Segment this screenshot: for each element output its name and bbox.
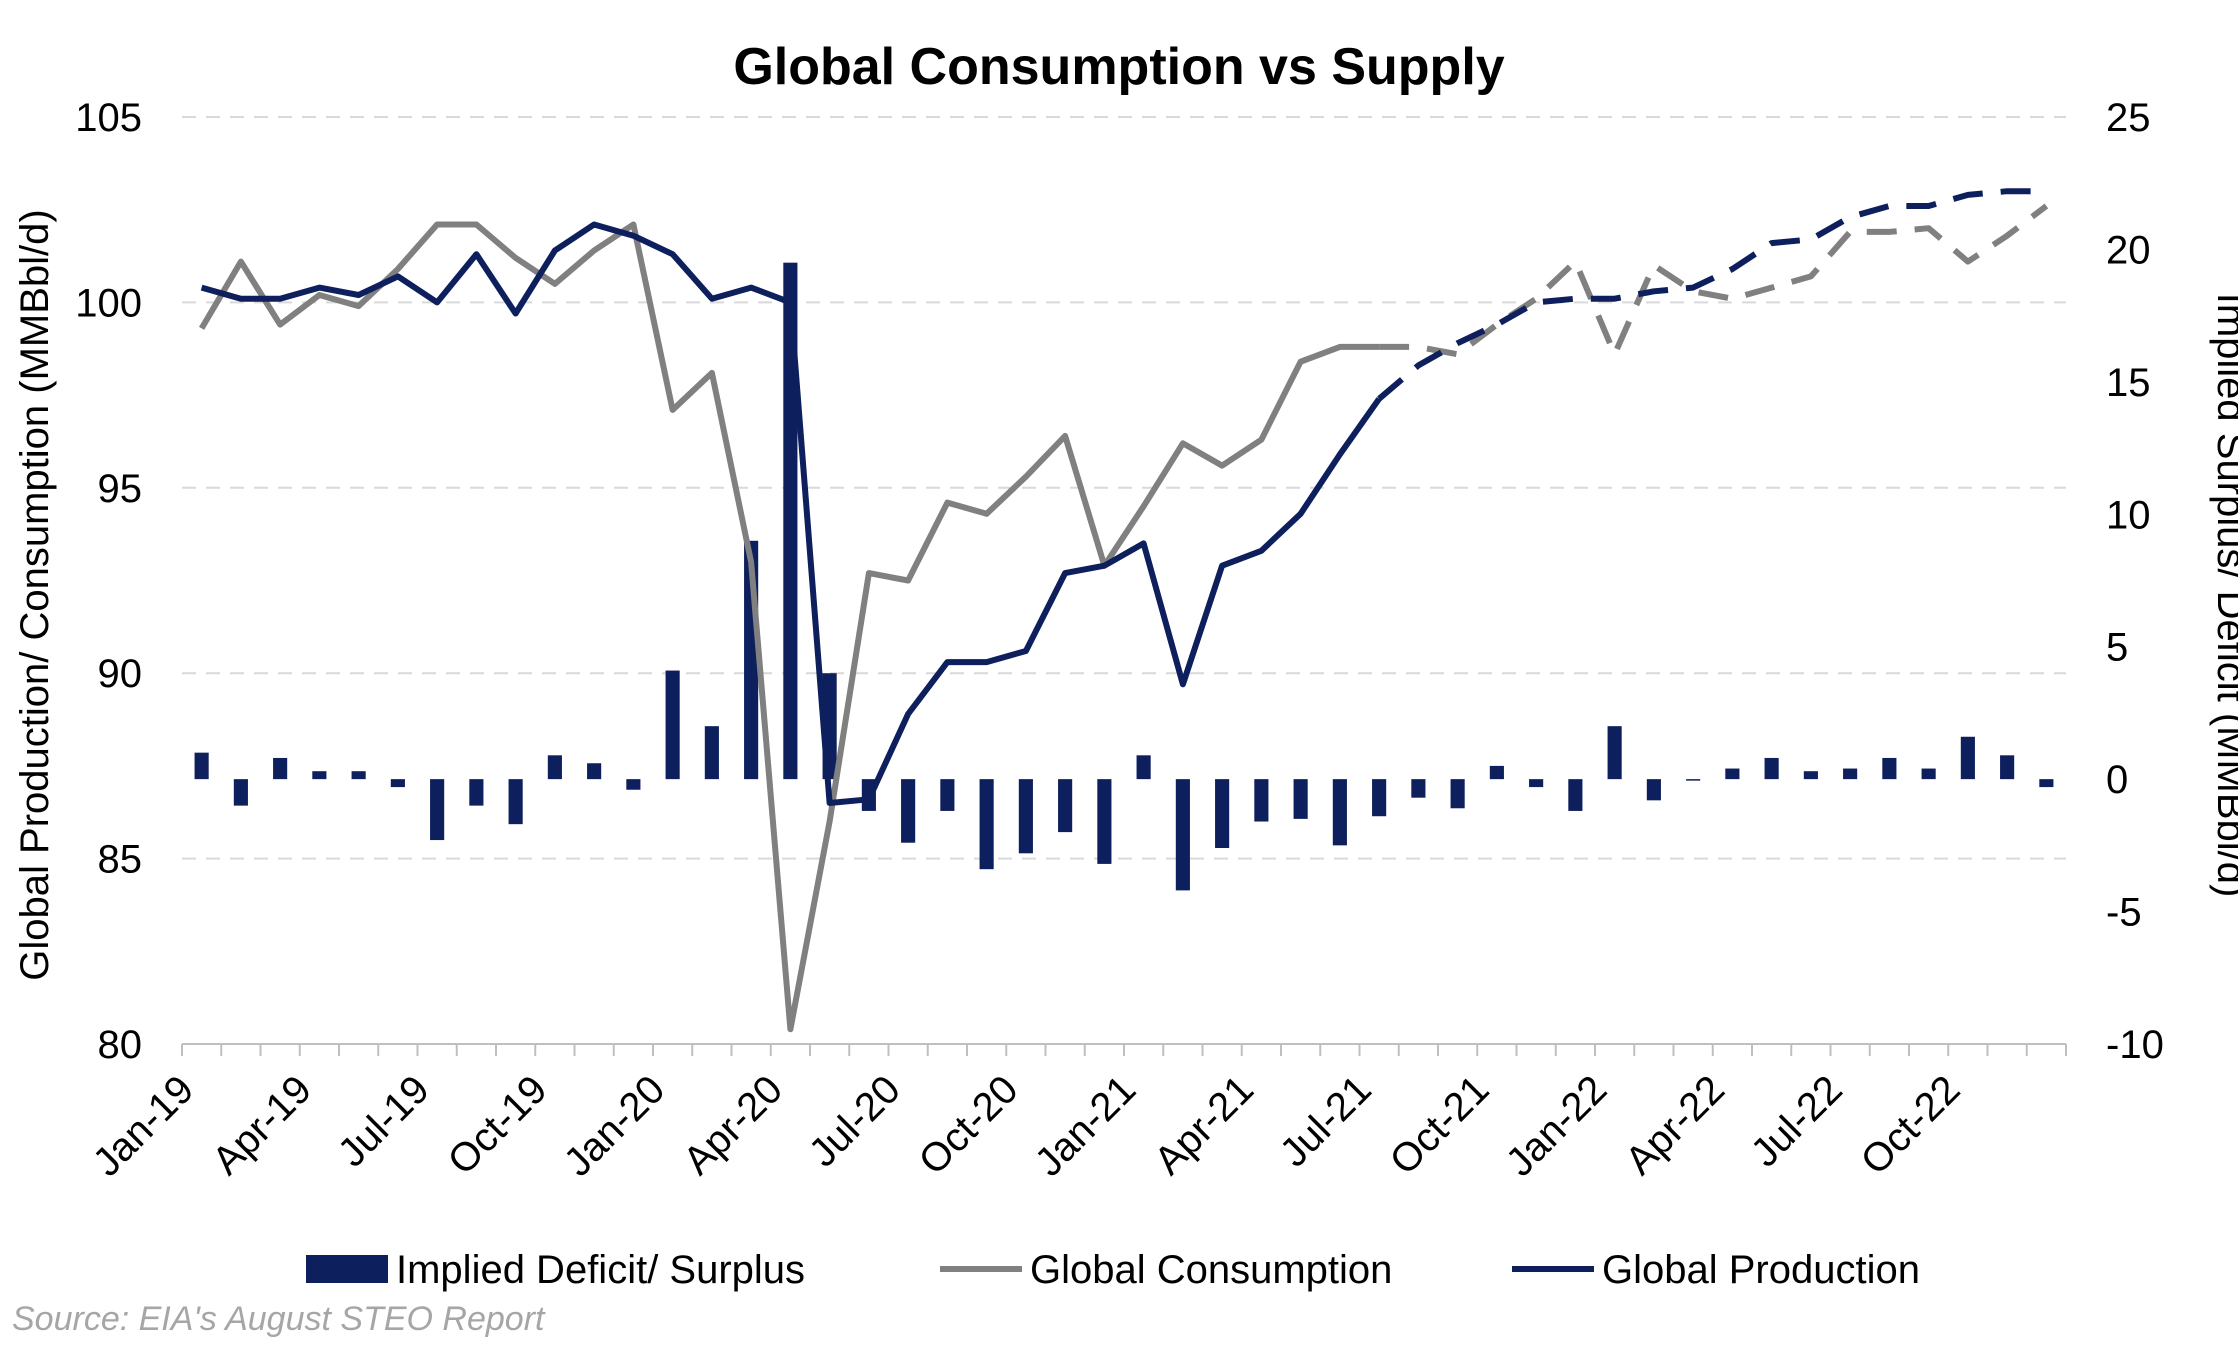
legend: Implied Deficit/ Surplus Global Consumpt… <box>306 1248 1920 1292</box>
left-axis-tick-label: 100 <box>75 281 142 325</box>
right-axis-tick-label: -5 <box>2106 891 2142 935</box>
x-axis-tick-label: Apr-20 <box>675 1067 791 1183</box>
left-axis-label: Global Production/ Consumption (MMBbl/d) <box>13 209 57 980</box>
bar <box>1921 768 1936 780</box>
bar-series <box>194 262 2054 891</box>
bar <box>1489 765 1504 780</box>
bar <box>1175 779 1190 891</box>
bar <box>390 779 405 788</box>
bar <box>587 763 602 780</box>
bar <box>1646 779 1661 801</box>
bar <box>1058 779 1073 833</box>
line-series <box>199 188 2049 1033</box>
x-axis-tick-label: Oct-22 <box>1853 1067 1969 1183</box>
left-axis-tick-label: 105 <box>75 96 142 140</box>
bar <box>665 670 680 780</box>
bar <box>547 755 562 780</box>
x-axis-tick-label: Jan-21 <box>1027 1067 1145 1185</box>
bar <box>783 262 798 780</box>
bar <box>2000 755 2015 780</box>
bar <box>1803 771 1818 780</box>
bar <box>1254 779 1269 822</box>
bar <box>233 779 248 806</box>
x-axis-tick-label: Oct-21 <box>1382 1067 1498 1183</box>
x-axis-tick-label: Apr-21 <box>1146 1067 1262 1183</box>
right-axis-tick-label: 0 <box>2106 758 2128 802</box>
bar <box>1293 779 1308 819</box>
bar <box>1097 779 1112 864</box>
bar <box>2039 779 2054 788</box>
bar <box>469 779 484 806</box>
axes: 80 85 90 95 100 105 -10 -5 0 5 10 15 20 25 Jan-19 Apr-1… <box>75 96 2164 1185</box>
bar <box>1018 779 1033 854</box>
bar <box>626 779 641 790</box>
bar <box>1411 779 1426 798</box>
x-axis-tick-label: Jul-20 <box>801 1067 909 1175</box>
bar <box>1568 779 1583 811</box>
left-axis-tick-label: 95 <box>98 467 143 511</box>
x-axis-tick-label: Oct-19 <box>440 1067 556 1183</box>
legend-label-consumption: Global Consumption <box>1030 1248 1392 1292</box>
bar <box>1607 726 1622 780</box>
right-axis-tick-label: 20 <box>2106 228 2151 272</box>
bar <box>1450 779 1465 809</box>
legend-label-production: Global Production <box>1602 1248 1920 1292</box>
bar <box>312 771 327 780</box>
bar <box>940 779 955 811</box>
bar <box>1136 755 1151 780</box>
bar <box>351 771 366 780</box>
chart-title: Global Consumption vs Supply <box>733 38 1504 96</box>
bar <box>1686 779 1701 781</box>
bar <box>1332 779 1347 846</box>
global-production-line-actual <box>200 221 1382 806</box>
x-axis-tick-label: Apr-22 <box>1617 1067 1733 1183</box>
right-axis-label: Implied Surplus/ Deficit (MMBbl/d) <box>2209 293 2238 898</box>
gridlines <box>182 116 2066 860</box>
right-axis-tick-label: 15 <box>2106 361 2151 405</box>
bar <box>901 779 916 843</box>
bar <box>1725 768 1740 780</box>
left-axis-tick-label: 90 <box>98 652 143 696</box>
bar <box>1372 779 1387 817</box>
bar <box>194 752 209 780</box>
left-axis-tick-label: 80 <box>98 1023 143 1067</box>
left-axis-tick-label: 85 <box>98 838 143 882</box>
bar <box>704 726 719 780</box>
legend-label-deficit: Implied Deficit/ Surplus <box>396 1248 805 1292</box>
source-note: Source: EIA's August STEO Report <box>12 1300 546 1338</box>
right-axis-tick-label: 10 <box>2106 493 2151 537</box>
bar <box>1882 757 1897 780</box>
bar <box>1843 768 1858 780</box>
bar <box>1764 757 1779 780</box>
x-axis-tick-label: Jul-22 <box>1743 1067 1851 1175</box>
x-axis-tick-label: Apr-19 <box>204 1067 320 1183</box>
x-axis-tick-label: Jan-22 <box>1498 1067 1616 1185</box>
global-consumption-line-actual <box>199 221 1380 1033</box>
right-axis-tick-label: 25 <box>2106 96 2151 140</box>
bar <box>508 779 523 825</box>
bar <box>979 779 994 870</box>
global-production-line-forecast <box>1377 188 2047 402</box>
bar <box>1960 736 1975 780</box>
bar <box>1529 779 1544 788</box>
x-axis-tick-label: Jul-21 <box>1272 1067 1380 1175</box>
bar <box>430 779 445 841</box>
bar <box>273 757 288 780</box>
x-axis-tick-label: Jan-19 <box>85 1067 203 1185</box>
x-axis-tick-label: Jul-19 <box>330 1067 438 1175</box>
right-axis-tick-label: 5 <box>2106 626 2128 670</box>
global-consumption-line-forecast <box>1379 203 2049 358</box>
x-axis-tick-label: Oct-20 <box>911 1067 1027 1183</box>
legend-swatch-deficit <box>306 1255 388 1283</box>
bar <box>1215 779 1230 849</box>
x-axis-tick-label: Jan-20 <box>556 1067 674 1185</box>
right-axis-tick-label: -10 <box>2106 1023 2164 1067</box>
